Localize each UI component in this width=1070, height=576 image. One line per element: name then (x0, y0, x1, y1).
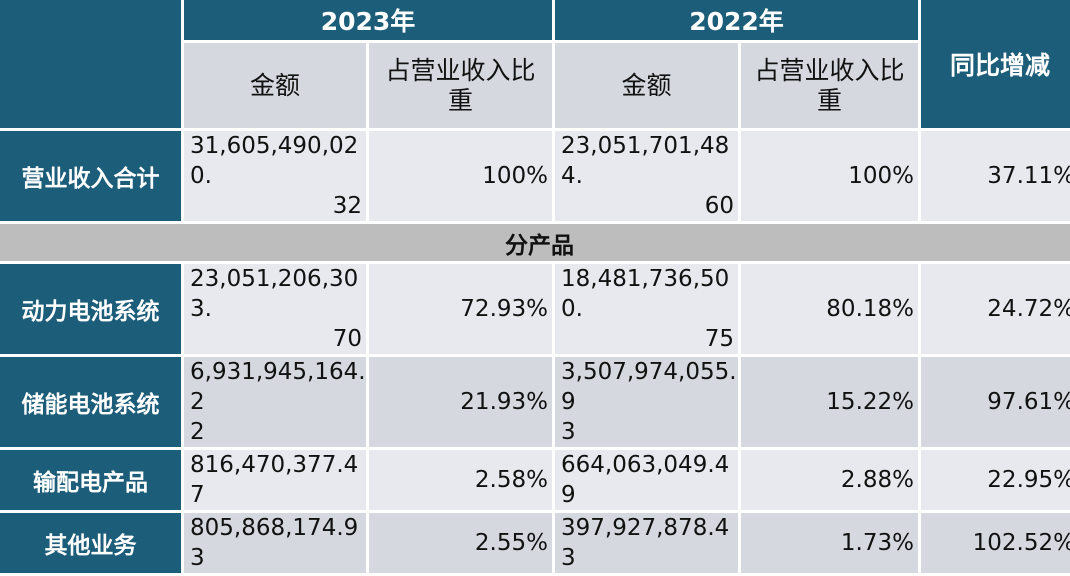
amount-2022-cell: 397,927,878.43 (555, 513, 738, 573)
amount-2023-header: 金额 (184, 43, 366, 128)
share-header-line1: 占营业收入比 (385, 55, 536, 85)
share-header-line2: 重 (816, 85, 842, 115)
yoy-cell: 37.11% (921, 131, 1070, 221)
yoy-cell: 97.61% (921, 357, 1070, 447)
share-2022-cell: 80.18% (741, 264, 918, 354)
yoy-header: 同比增减 (921, 0, 1070, 128)
table-row: 其他业务 805,868,174.93 2.55% 397,927,878.43… (0, 513, 1070, 573)
yoy-cell: 24.72% (921, 264, 1070, 354)
year-2022-header: 2022年 (555, 0, 918, 40)
amount-2023-cell: 6,931,945,164.2 2 (184, 357, 366, 447)
table-row: 储能电池系统 6,931,945,164.2 2 21.93% 3,507,97… (0, 357, 1070, 447)
section-label: 分产品 (0, 224, 1070, 261)
amount-2023-cell: 816,470,377.47 (184, 450, 366, 510)
year-2023-header: 2023年 (184, 0, 552, 40)
header-corner (0, 0, 181, 128)
amount-line1: 31,605,490,020. (190, 133, 359, 189)
amount-line2: 75 (704, 326, 734, 352)
amount-line2: 70 (332, 326, 362, 352)
amount-line2: 60 (704, 193, 734, 219)
amount-line1: 18,481,736,500. (561, 266, 730, 322)
amount-line1: 23,051,206,303. (190, 266, 359, 322)
amount-line1: 6,931,945,164.2 (190, 359, 366, 415)
amount-2023-cell: 23,051,206,303. 70 (184, 264, 366, 354)
share-2022-cell: 100% (741, 131, 918, 221)
row-label: 储能电池系统 (0, 357, 181, 447)
amount-line1: 23,051,701,484. (561, 133, 730, 189)
amount-line2: 32 (332, 193, 362, 219)
amount-2022-cell: 18,481,736,500. 75 (555, 264, 738, 354)
amount-2022-cell: 3,507,974,055.9 3 (555, 357, 738, 447)
share-2023-cell: 2.55% (369, 513, 552, 573)
share-header-line1: 占营业收入比 (754, 55, 905, 85)
share-2023-header: 占营业收入比 重 (369, 43, 552, 128)
share-2023-cell: 21.93% (369, 357, 552, 447)
amount-2023-cell: 31,605,490,020. 32 (184, 131, 366, 221)
amount-line2: 3 (561, 419, 576, 445)
amount-line2: 2 (190, 419, 205, 445)
share-2022-cell: 1.73% (741, 513, 918, 573)
share-2022-cell: 2.88% (741, 450, 918, 510)
yoy-cell: 102.52% (921, 513, 1070, 573)
table-row: 营业收入合计 31,605,490,020. 32 100% 23,051,70… (0, 131, 1070, 221)
share-header-line2: 重 (447, 85, 473, 115)
section-row: 分产品 (0, 224, 1070, 261)
table-row: 输配电产品 816,470,377.47 2.58% 664,063,049.4… (0, 450, 1070, 510)
share-2023-cell: 2.58% (369, 450, 552, 510)
row-label: 动力电池系统 (0, 264, 181, 354)
row-label: 其他业务 (0, 513, 181, 573)
amount-line1: 3,507,974,055.9 (561, 359, 737, 415)
amount-2022-cell: 23,051,701,484. 60 (555, 131, 738, 221)
share-2023-cell: 72.93% (369, 264, 552, 354)
amount-2022-cell: 664,063,049.49 (555, 450, 738, 510)
share-2022-header: 占营业收入比 重 (741, 43, 918, 128)
amount-2023-cell: 805,868,174.93 (184, 513, 366, 573)
row-label: 营业收入合计 (0, 131, 181, 221)
header-row-columns: 金额 占营业收入比 重 金额 占营业收入比 重 (0, 43, 1070, 128)
share-2023-cell: 100% (369, 131, 552, 221)
table-row: 动力电池系统 23,051,206,303. 70 72.93% 18,481,… (0, 264, 1070, 354)
header-row-years: 2023年 2022年 同比增减 (0, 0, 1070, 128)
row-label: 输配电产品 (0, 450, 181, 510)
yoy-cell: 22.95% (921, 450, 1070, 510)
share-2022-cell: 15.22% (741, 357, 918, 447)
amount-2022-header: 金额 (555, 43, 738, 128)
